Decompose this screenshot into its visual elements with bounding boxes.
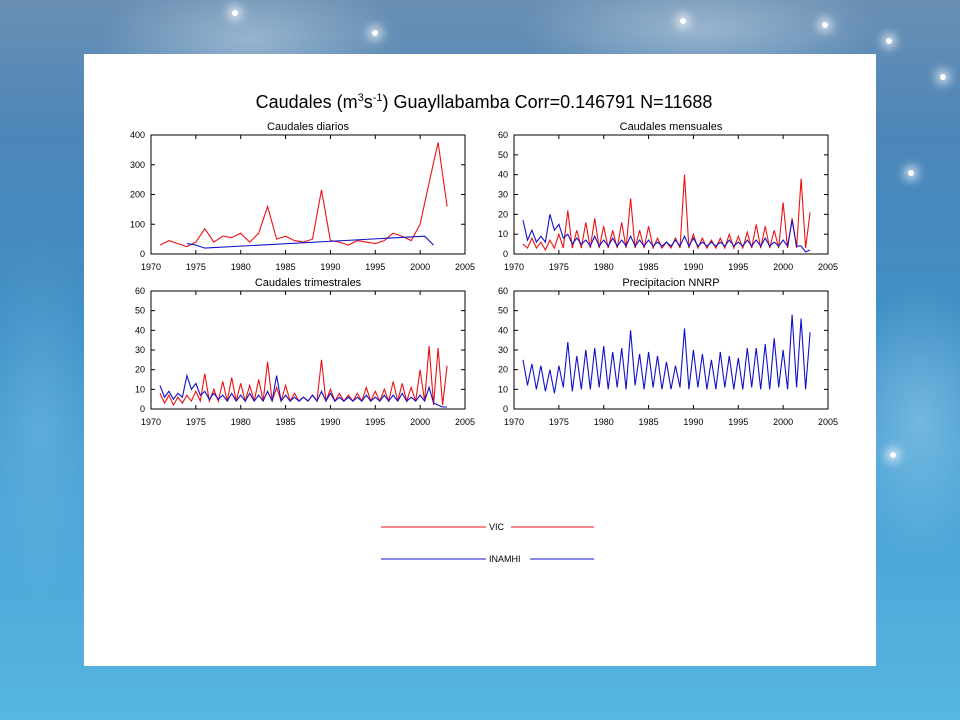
x-tick-label: 1980 xyxy=(594,262,614,272)
y-tick-label: 50 xyxy=(498,150,508,160)
chart-1: Caudales diarios 1970 1975 1980 1985 1990 1995… xyxy=(130,121,475,272)
sparkle xyxy=(940,74,946,80)
y-tick-label: 0 xyxy=(503,404,508,414)
series-line-nnrp xyxy=(522,314,811,394)
sparkle xyxy=(822,22,828,28)
x-tick-label: 1985 xyxy=(639,417,659,427)
x-tick-label: 2005 xyxy=(818,417,838,427)
y-tick-label: 0 xyxy=(140,249,145,259)
y-tick-label: 30 xyxy=(498,190,508,200)
chart-title: Caudales mensuales xyxy=(620,121,723,133)
series-line-inamhi xyxy=(522,214,811,253)
figure-svg: Caudales (m3s-1) Guayllabamba Corr=0.146… xyxy=(130,92,838,564)
x-tick-label: 1995 xyxy=(728,262,748,272)
x-tick-label: 1985 xyxy=(276,262,296,272)
series-line-inamhi xyxy=(159,373,448,408)
figure-panel: Caudales (m3s-1) Guayllabamba Corr=0.146… xyxy=(84,54,876,666)
y-tick-label: 10 xyxy=(498,384,508,394)
y-tick-label: 300 xyxy=(130,160,145,170)
sparkle xyxy=(890,452,896,458)
x-tick-label: 1980 xyxy=(231,262,251,272)
x-tick-label: 1975 xyxy=(549,262,569,272)
plot-frame xyxy=(513,290,829,410)
y-tick-label: 20 xyxy=(498,209,508,219)
y-tick-label: 20 xyxy=(498,365,508,375)
y-tick-label: 30 xyxy=(135,345,145,355)
series-line-vic xyxy=(159,142,448,248)
x-tick-label: 1990 xyxy=(320,262,340,272)
x-tick-label: 1990 xyxy=(683,262,703,272)
x-tick-label: 1975 xyxy=(186,262,206,272)
y-tick-label: 100 xyxy=(130,219,145,229)
y-tick-label: 40 xyxy=(498,170,508,180)
x-tick-label: 1970 xyxy=(504,262,524,272)
sparkle xyxy=(232,10,238,16)
x-tick-label: 1970 xyxy=(504,417,524,427)
legend-label-vic: VIC xyxy=(489,522,505,532)
y-tick-label: 60 xyxy=(498,286,508,296)
sparkle xyxy=(886,38,892,44)
y-tick-label: 40 xyxy=(498,325,508,335)
x-tick-label: 1990 xyxy=(320,417,340,427)
legend-label-inamhi: INAMHI xyxy=(489,554,521,564)
x-tick-label: 2005 xyxy=(455,262,475,272)
x-tick-label: 1995 xyxy=(365,417,385,427)
chart-title: Caudales diarios xyxy=(267,121,349,133)
x-tick-label: 1970 xyxy=(141,417,161,427)
x-tick-label: 2005 xyxy=(818,262,838,272)
x-tick-label: 2005 xyxy=(455,417,475,427)
sparkle xyxy=(908,170,914,176)
x-tick-label: 1995 xyxy=(728,417,748,427)
x-tick-label: 1995 xyxy=(365,262,385,272)
plot-frame xyxy=(150,290,466,410)
y-tick-label: 0 xyxy=(503,249,508,259)
sparkle xyxy=(372,30,378,36)
y-tick-label: 200 xyxy=(130,190,145,200)
y-tick-label: 50 xyxy=(498,306,508,316)
chart-title: Caudales trimestrales xyxy=(255,277,362,289)
chart-title: Precipitacion NNRP xyxy=(622,277,719,289)
x-tick-label: 2000 xyxy=(773,262,793,272)
plot-frame xyxy=(513,134,829,255)
x-tick-label: 1980 xyxy=(594,417,614,427)
x-tick-label: 1970 xyxy=(141,262,161,272)
y-tick-label: 30 xyxy=(498,345,508,355)
legend: VIC INAMHI xyxy=(381,522,594,564)
x-tick-label: 1990 xyxy=(683,417,703,427)
y-tick-label: 60 xyxy=(498,130,508,140)
x-tick-label: 2000 xyxy=(410,417,430,427)
y-tick-label: 50 xyxy=(135,306,145,316)
x-tick-label: 2000 xyxy=(773,417,793,427)
y-tick-label: 0 xyxy=(140,404,145,414)
y-tick-label: 20 xyxy=(135,365,145,375)
x-tick-label: 1980 xyxy=(231,417,251,427)
chart-3: Caudales trimestrales 1970 1975 1980 1985 199… xyxy=(135,277,475,427)
chart-4: Precipitacion NNRP 1970 1975 1980 1985 1990 19… xyxy=(498,277,838,427)
charts-group: Caudales diarios 1970 1975 1980 1985 1990 1995… xyxy=(130,121,838,427)
series-line-vic xyxy=(522,174,811,252)
y-tick-label: 10 xyxy=(498,229,508,239)
y-tick-label: 60 xyxy=(135,286,145,296)
y-tick-label: 40 xyxy=(135,325,145,335)
chart-2: Caudales mensuales 1970 1975 1980 1985 1990 19… xyxy=(498,121,838,272)
y-tick-label: 400 xyxy=(130,130,145,140)
series-line-inamhi xyxy=(186,235,434,249)
figure-title: Caudales (m3s-1) Guayllabamba Corr=0.146… xyxy=(256,92,713,112)
x-tick-label: 1985 xyxy=(276,417,296,427)
x-tick-label: 1975 xyxy=(549,417,569,427)
sparkle xyxy=(680,18,686,24)
x-tick-label: 2000 xyxy=(410,262,430,272)
y-tick-label: 10 xyxy=(135,384,145,394)
x-tick-label: 1975 xyxy=(186,417,206,427)
x-tick-label: 1985 xyxy=(639,262,659,272)
